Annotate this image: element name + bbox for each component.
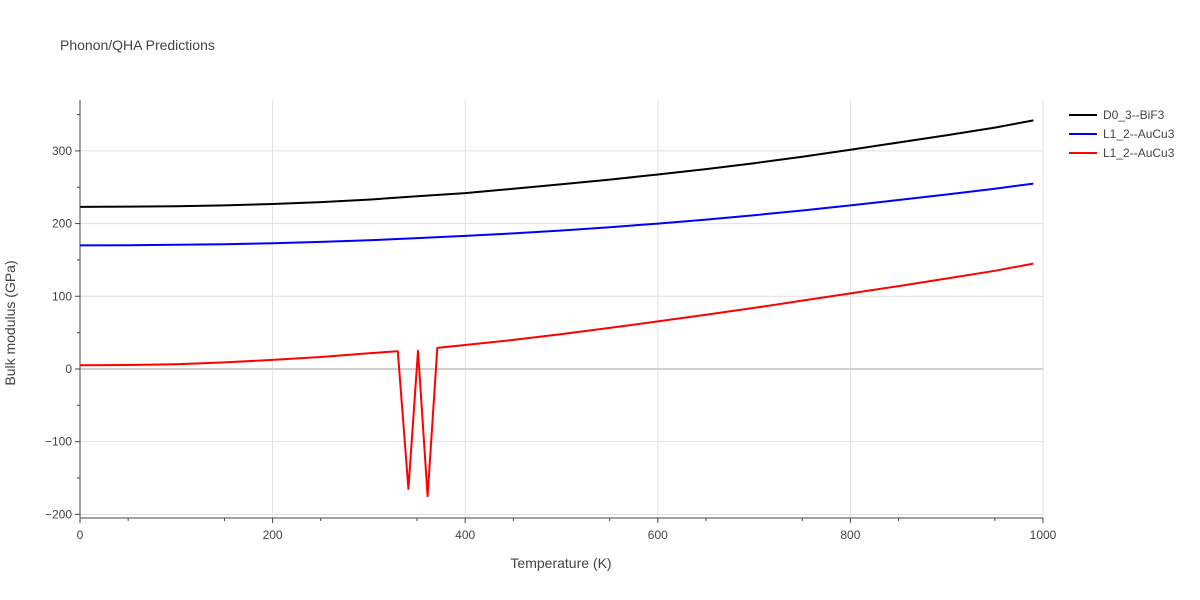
y-tick-label: −200 (45, 507, 72, 521)
x-tick-label: 1000 (1030, 528, 1057, 542)
legend-item[interactable]: L1_2--AuCu3 (1069, 146, 1175, 160)
legend: D0_3--BiF3 L1_2--AuCu3 L1_2--AuCu3 (1069, 108, 1175, 160)
chart-title: Phonon/QHA Predictions (60, 37, 215, 53)
y-tick-label: 200 (52, 217, 72, 231)
x-axis-title: Temperature (K) (510, 555, 611, 571)
y-axis-title: Bulk modulus (GPa) (2, 260, 18, 385)
series-line-0 (79, 119, 1034, 208)
axes (75, 100, 1044, 523)
y-tick-label: 0 (65, 362, 72, 376)
legend-item[interactable]: D0_3--BiF3 (1069, 108, 1165, 122)
y-tick-label: −100 (45, 435, 72, 449)
x-tick-label: 800 (840, 528, 860, 542)
legend-label: L1_2--AuCu3 (1103, 127, 1175, 141)
x-tick-label: 600 (648, 528, 668, 542)
legend-label: D0_3--BiF3 (1103, 108, 1165, 122)
x-tick-label: 200 (263, 528, 283, 542)
grid (80, 100, 1044, 518)
tick-labels: 0 200 400 600 800 1000 −200 −100 0 100 200 300 (45, 144, 1057, 542)
series-line-1 (79, 182, 1034, 247)
y-tick-label: 100 (52, 289, 72, 303)
x-tick-label: 0 (77, 528, 84, 542)
y-tick-label: 300 (52, 144, 72, 158)
legend-item[interactable]: L1_2--AuCu3 (1069, 127, 1175, 141)
legend-label: L1_2--AuCu3 (1103, 146, 1175, 160)
series-line-2 (79, 262, 1034, 498)
x-tick-label: 400 (455, 528, 475, 542)
series-lines (79, 119, 1034, 498)
